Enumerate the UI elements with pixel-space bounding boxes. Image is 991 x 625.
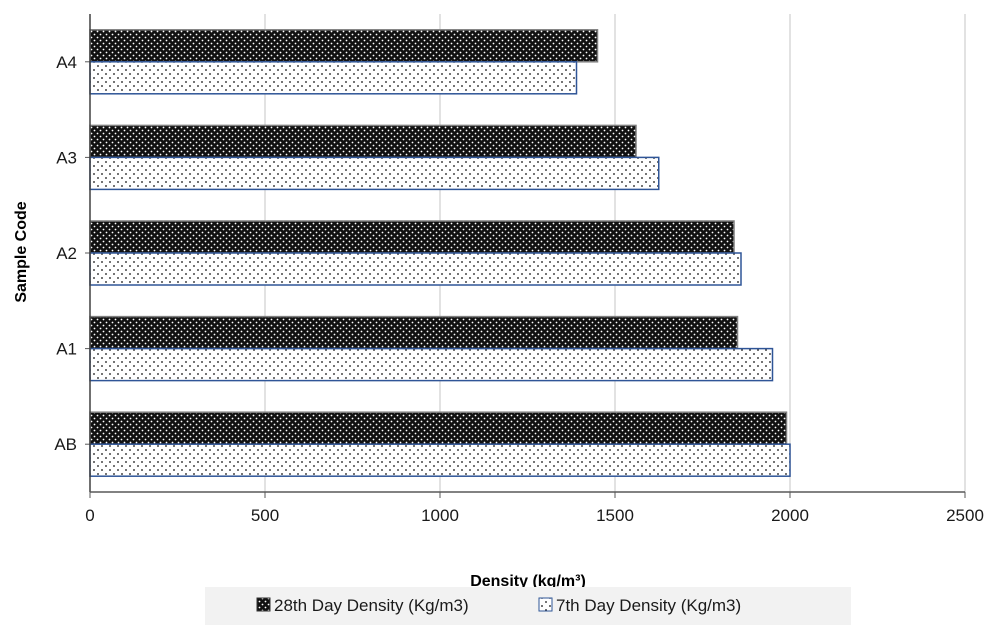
x-tick-label-2500: 2500 [946, 506, 984, 525]
x-tick-label-2000: 2000 [771, 506, 809, 525]
legend-swatch-7th-day [538, 597, 553, 612]
y-tick-label-ab: AB [54, 435, 77, 454]
bar-7th-day-a3 [89, 156, 660, 191]
bar-28th-day-a2 [89, 220, 735, 254]
x-axis-title: Density (kg/m³) [470, 573, 586, 590]
legend: 28th Day Density (Kg/m3) 7th Day Density… [205, 587, 851, 625]
bar-7th-day-a4 [89, 61, 578, 95]
axes-group: 0 500 1000 1500 2000 2500 AB A1 A2 A3 A4 [54, 14, 984, 525]
x-tick-label-500: 500 [251, 506, 279, 525]
bar-28th-day-ab [89, 411, 788, 445]
x-tick-label-1500: 1500 [596, 506, 634, 525]
legend-label-7th-day: 7th Day Density (Kg/m3) [556, 596, 741, 615]
bar-7th-day-a1 [89, 347, 774, 382]
bar-7th-day-a2 [89, 252, 742, 286]
legend-label-28th-day: 28th Day Density (Kg/m3) [274, 596, 469, 615]
legend-swatch-28th-day [256, 597, 271, 612]
bar-28th-day-a3 [89, 124, 637, 159]
bar-28th-day-a4 [89, 29, 599, 63]
y-tick-label-a1: A1 [56, 340, 77, 359]
y-tick-label-a3: A3 [56, 148, 77, 167]
x-tick-label-0: 0 [85, 506, 94, 525]
bar-28th-day-a1 [89, 315, 739, 350]
bar-7th-day-ab [89, 443, 791, 477]
x-tick-label-1000: 1000 [421, 506, 459, 525]
y-axis-title: Sample Code [13, 201, 30, 302]
y-tick-label-a4: A4 [56, 53, 77, 72]
legend-background [205, 587, 851, 625]
y-tick-label-a2: A2 [56, 244, 77, 263]
